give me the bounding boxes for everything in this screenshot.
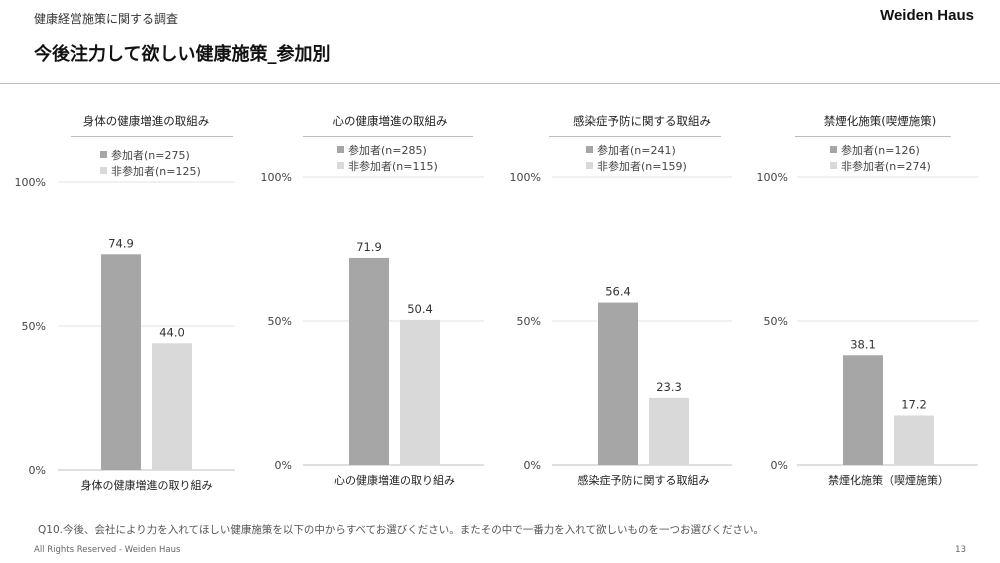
panel-divider bbox=[549, 136, 721, 137]
data-label: 71.9 bbox=[356, 240, 382, 254]
legend-swatch bbox=[586, 146, 593, 153]
x-category-label: 身体の健康増進の取り組み bbox=[81, 478, 213, 492]
panel-title-smoking: 禁煙化施策(喫煙施策) bbox=[823, 114, 937, 128]
bar-participant bbox=[843, 355, 883, 465]
header-divider bbox=[0, 83, 1000, 84]
report-subtitle: 健康経営施策に関する調査 bbox=[34, 12, 179, 26]
copyright: All Rights Reserved - Weiden Haus bbox=[34, 545, 181, 555]
legend-item-participant: 参加者(n=126) bbox=[830, 143, 931, 159]
panel-title-mental: 心の健康増進の取組み bbox=[332, 114, 448, 128]
bar-participant bbox=[598, 302, 638, 465]
data-label: 38.1 bbox=[850, 337, 876, 351]
y-tick-label: 0% bbox=[771, 459, 788, 472]
legend-item-participant: 参加者(n=241) bbox=[586, 143, 687, 159]
legend: 参加者(n=285) 非参加者(n=115) bbox=[337, 143, 438, 175]
legend: 参加者(n=241) 非参加者(n=159) bbox=[586, 143, 687, 175]
data-label: 74.9 bbox=[108, 236, 134, 250]
panel-divider bbox=[303, 136, 473, 137]
legend-swatch bbox=[337, 162, 344, 169]
legend-item-nonparticipant: 非参加者(n=274) bbox=[830, 159, 931, 175]
legend-swatch bbox=[100, 151, 107, 158]
bar-nonparticipant bbox=[649, 397, 689, 465]
legend-swatch bbox=[100, 167, 107, 174]
legend-item-participant: 参加者(n=275) bbox=[100, 148, 201, 164]
legend-item-nonparticipant: 非参加者(n=159) bbox=[586, 159, 687, 175]
x-category-label: 心の健康増進の取り組み bbox=[334, 473, 455, 487]
bar-participant bbox=[349, 257, 389, 465]
y-tick-label: 50% bbox=[764, 315, 788, 328]
legend-label: 参加者(n=241) bbox=[597, 144, 676, 157]
data-label: 23.3 bbox=[656, 380, 682, 394]
data-label: 17.2 bbox=[901, 397, 927, 411]
legend-label: 参加者(n=126) bbox=[841, 144, 920, 157]
data-label: 44.0 bbox=[159, 325, 185, 339]
bar-nonparticipant bbox=[400, 319, 440, 465]
data-label: 50.4 bbox=[407, 302, 433, 316]
brand-logo: Weiden Haus bbox=[880, 7, 974, 24]
legend-item-nonparticipant: 非参加者(n=115) bbox=[337, 159, 438, 175]
legend: 参加者(n=275) 非参加者(n=125) bbox=[100, 148, 201, 180]
y-tick-label: 100% bbox=[261, 171, 292, 184]
legend: 参加者(n=126) 非参加者(n=274) bbox=[830, 143, 931, 175]
y-tick-label: 100% bbox=[15, 176, 46, 189]
legend-swatch bbox=[586, 162, 593, 169]
y-tick-label: 0% bbox=[524, 459, 541, 472]
x-category-label: 感染症予防に関する取組み bbox=[578, 473, 710, 487]
panel-title-physical: 身体の健康増進の取組み bbox=[82, 114, 210, 128]
question-footnote: Q10.今後、会社により力を入れてほしい健康施策を以下の中からすべてお選びくださ… bbox=[38, 524, 764, 536]
legend-label: 非参加者(n=115) bbox=[348, 160, 438, 173]
legend-label: 参加者(n=275) bbox=[111, 149, 190, 162]
x-category-label: 禁煙化施策（喫煙施策） bbox=[828, 473, 949, 487]
legend-label: 非参加者(n=274) bbox=[841, 160, 931, 173]
legend-label: 非参加者(n=159) bbox=[597, 160, 687, 173]
y-tick-label: 100% bbox=[510, 171, 541, 184]
page-number: 13 bbox=[955, 545, 966, 555]
panel-divider bbox=[795, 136, 951, 137]
y-tick-label: 50% bbox=[517, 315, 541, 328]
legend-swatch bbox=[830, 162, 837, 169]
y-tick-label: 0% bbox=[29, 464, 46, 477]
bar-nonparticipant bbox=[894, 415, 934, 465]
y-tick-label: 0% bbox=[275, 459, 292, 472]
legend-item-participant: 参加者(n=285) bbox=[337, 143, 438, 159]
y-tick-label: 100% bbox=[757, 171, 788, 184]
y-tick-label: 50% bbox=[268, 315, 292, 328]
data-label: 56.4 bbox=[605, 285, 631, 299]
bar-nonparticipant bbox=[152, 343, 192, 470]
legend-item-nonparticipant: 非参加者(n=125) bbox=[100, 164, 201, 180]
page-title: 今後注力して欲しい健康施策_参加別 bbox=[34, 44, 331, 65]
legend-label: 非参加者(n=125) bbox=[111, 165, 201, 178]
bar-participant bbox=[101, 254, 141, 470]
y-tick-label: 50% bbox=[22, 320, 46, 333]
panel-divider bbox=[71, 136, 233, 137]
legend-swatch bbox=[830, 146, 837, 153]
panel-title-infection: 感染症予防に関する取組み bbox=[573, 114, 711, 128]
legend-swatch bbox=[337, 146, 344, 153]
legend-label: 参加者(n=285) bbox=[348, 144, 427, 157]
